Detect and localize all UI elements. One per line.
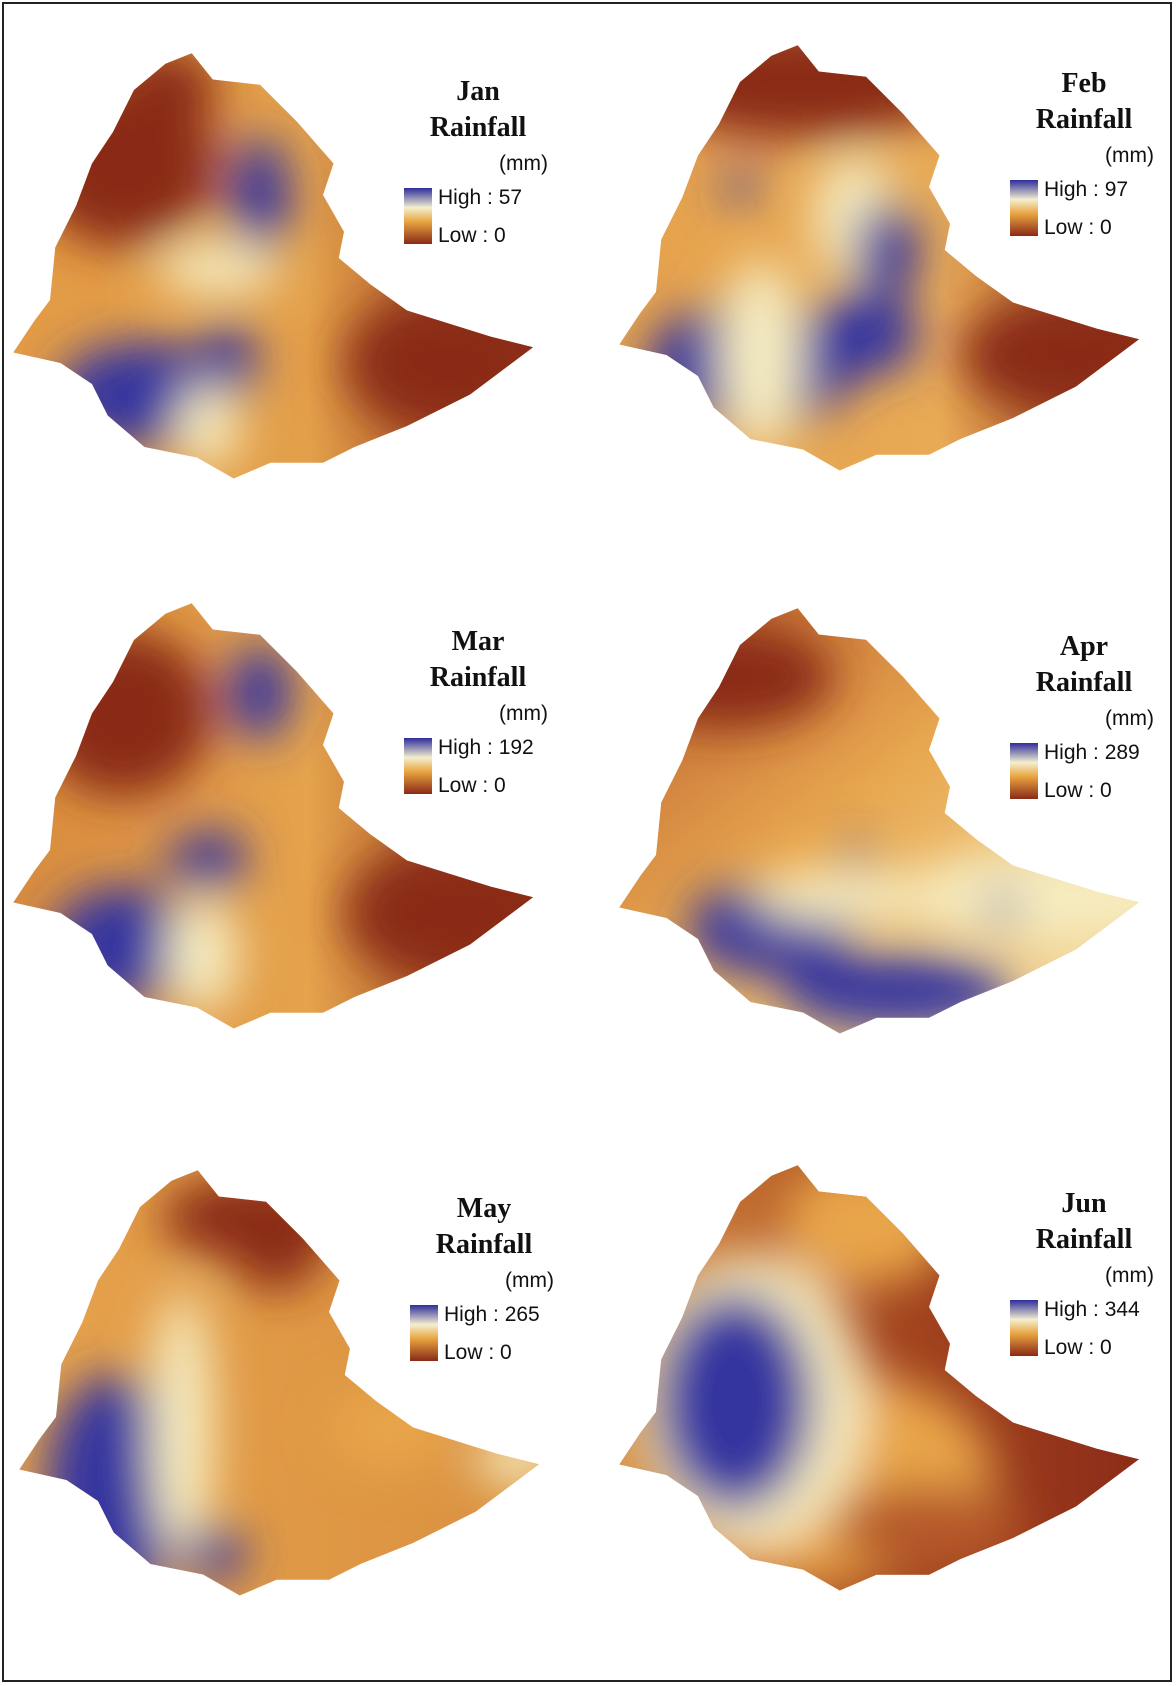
map-blob [113,48,218,132]
legend-low: Low : 0 [444,1341,512,1364]
panels: Jan Rainfall (mm) High : 57 Low : 0 Feb Rainfa… [8,24,1176,1606]
map-title: Feb [1061,68,1106,99]
legend-high: High : 265 [444,1303,540,1326]
map-blob [344,290,554,437]
map-field [635,1160,1024,1580]
legend-ramp [1010,743,1038,799]
map-blob [228,645,291,740]
legend-low: Low : 0 [438,774,506,797]
legend-ramp [1010,1300,1038,1356]
map-blob [856,203,919,298]
map-title: Rainfall [1036,104,1133,135]
legend-unit: (mm) [1105,144,1154,167]
map-title: Rainfall [430,662,527,693]
map-blob [814,292,919,376]
legend-low: Low : 0 [1044,216,1112,239]
map-title: Jun [1061,1188,1107,1219]
legend-ramp [1010,180,1038,236]
map-blob [34,630,212,798]
map-blob [721,172,759,201]
map-blob [719,261,803,450]
map-blob [176,384,239,468]
legend-unit: (mm) [499,152,548,175]
map-blob [656,1291,814,1512]
map-panel: Jun Rainfall (mm) High : 344 Low : 0 [614,1160,1160,1601]
map-blob [155,242,281,295]
map-blob [329,1386,455,1470]
map-blob [166,840,208,882]
legend-low: Low : 0 [438,224,506,247]
map-title: Jan [456,76,500,107]
map-title: May [457,1193,511,1224]
map-blob [988,893,1017,922]
map-blob [782,955,1013,1029]
map-blob [231,137,290,252]
map-blob [625,624,835,729]
map-panel: Mar Rainfall (mm) High : 192 Low : 0 [8,598,575,1039]
legend-ramp [404,738,432,794]
map-title: Rainfall [1036,667,1133,698]
map-panel: May Rainfall (mm) High : 265 Low : 0 [14,1165,560,1606]
map-blob [234,1228,318,1291]
legend-low: Low : 0 [1044,1336,1112,1359]
map-blob [476,1433,560,1486]
map-blob [344,840,575,987]
map-panel: Jan Rainfall (mm) High : 57 Low : 0 [8,48,554,489]
map-panel: Feb Rainfall (mm) High : 97 Low : 0 [614,24,1176,481]
map-blob [835,1486,1024,1570]
figure: Jan Rainfall (mm) High : 57 Low : 0 Feb Rainfa… [0,0,1176,1686]
legend-ramp [404,188,432,244]
map-panel: Apr Rainfall (mm) High : 289 Low : 0 [614,603,1176,1044]
legend-unit: (mm) [505,1269,554,1292]
map-blob [843,840,868,869]
legend-low: Low : 0 [1044,779,1112,802]
legend-high: High : 97 [1044,178,1128,201]
legend-high: High : 192 [438,736,534,759]
legend-ramp [410,1305,438,1361]
legend-high: High : 344 [1044,1298,1140,1321]
legend-high: High : 289 [1044,741,1140,764]
map-blob [646,24,961,140]
legend-unit: (mm) [1105,707,1154,730]
map-title: Rainfall [430,112,527,143]
legend-unit: (mm) [499,702,548,725]
map-blob [751,871,940,924]
map-blob [151,1291,214,1564]
map-title: Mar [452,626,505,657]
map-blob [782,1160,950,1286]
map-title: Rainfall [1036,1224,1133,1255]
map-blob [166,897,239,1013]
legend-unit: (mm) [1105,1264,1154,1287]
legend-high: High : 57 [438,186,522,209]
map-blob [908,850,1176,945]
map-title: Rainfall [436,1229,533,1260]
map-blob [182,1527,245,1580]
map-title: Apr [1060,631,1108,662]
